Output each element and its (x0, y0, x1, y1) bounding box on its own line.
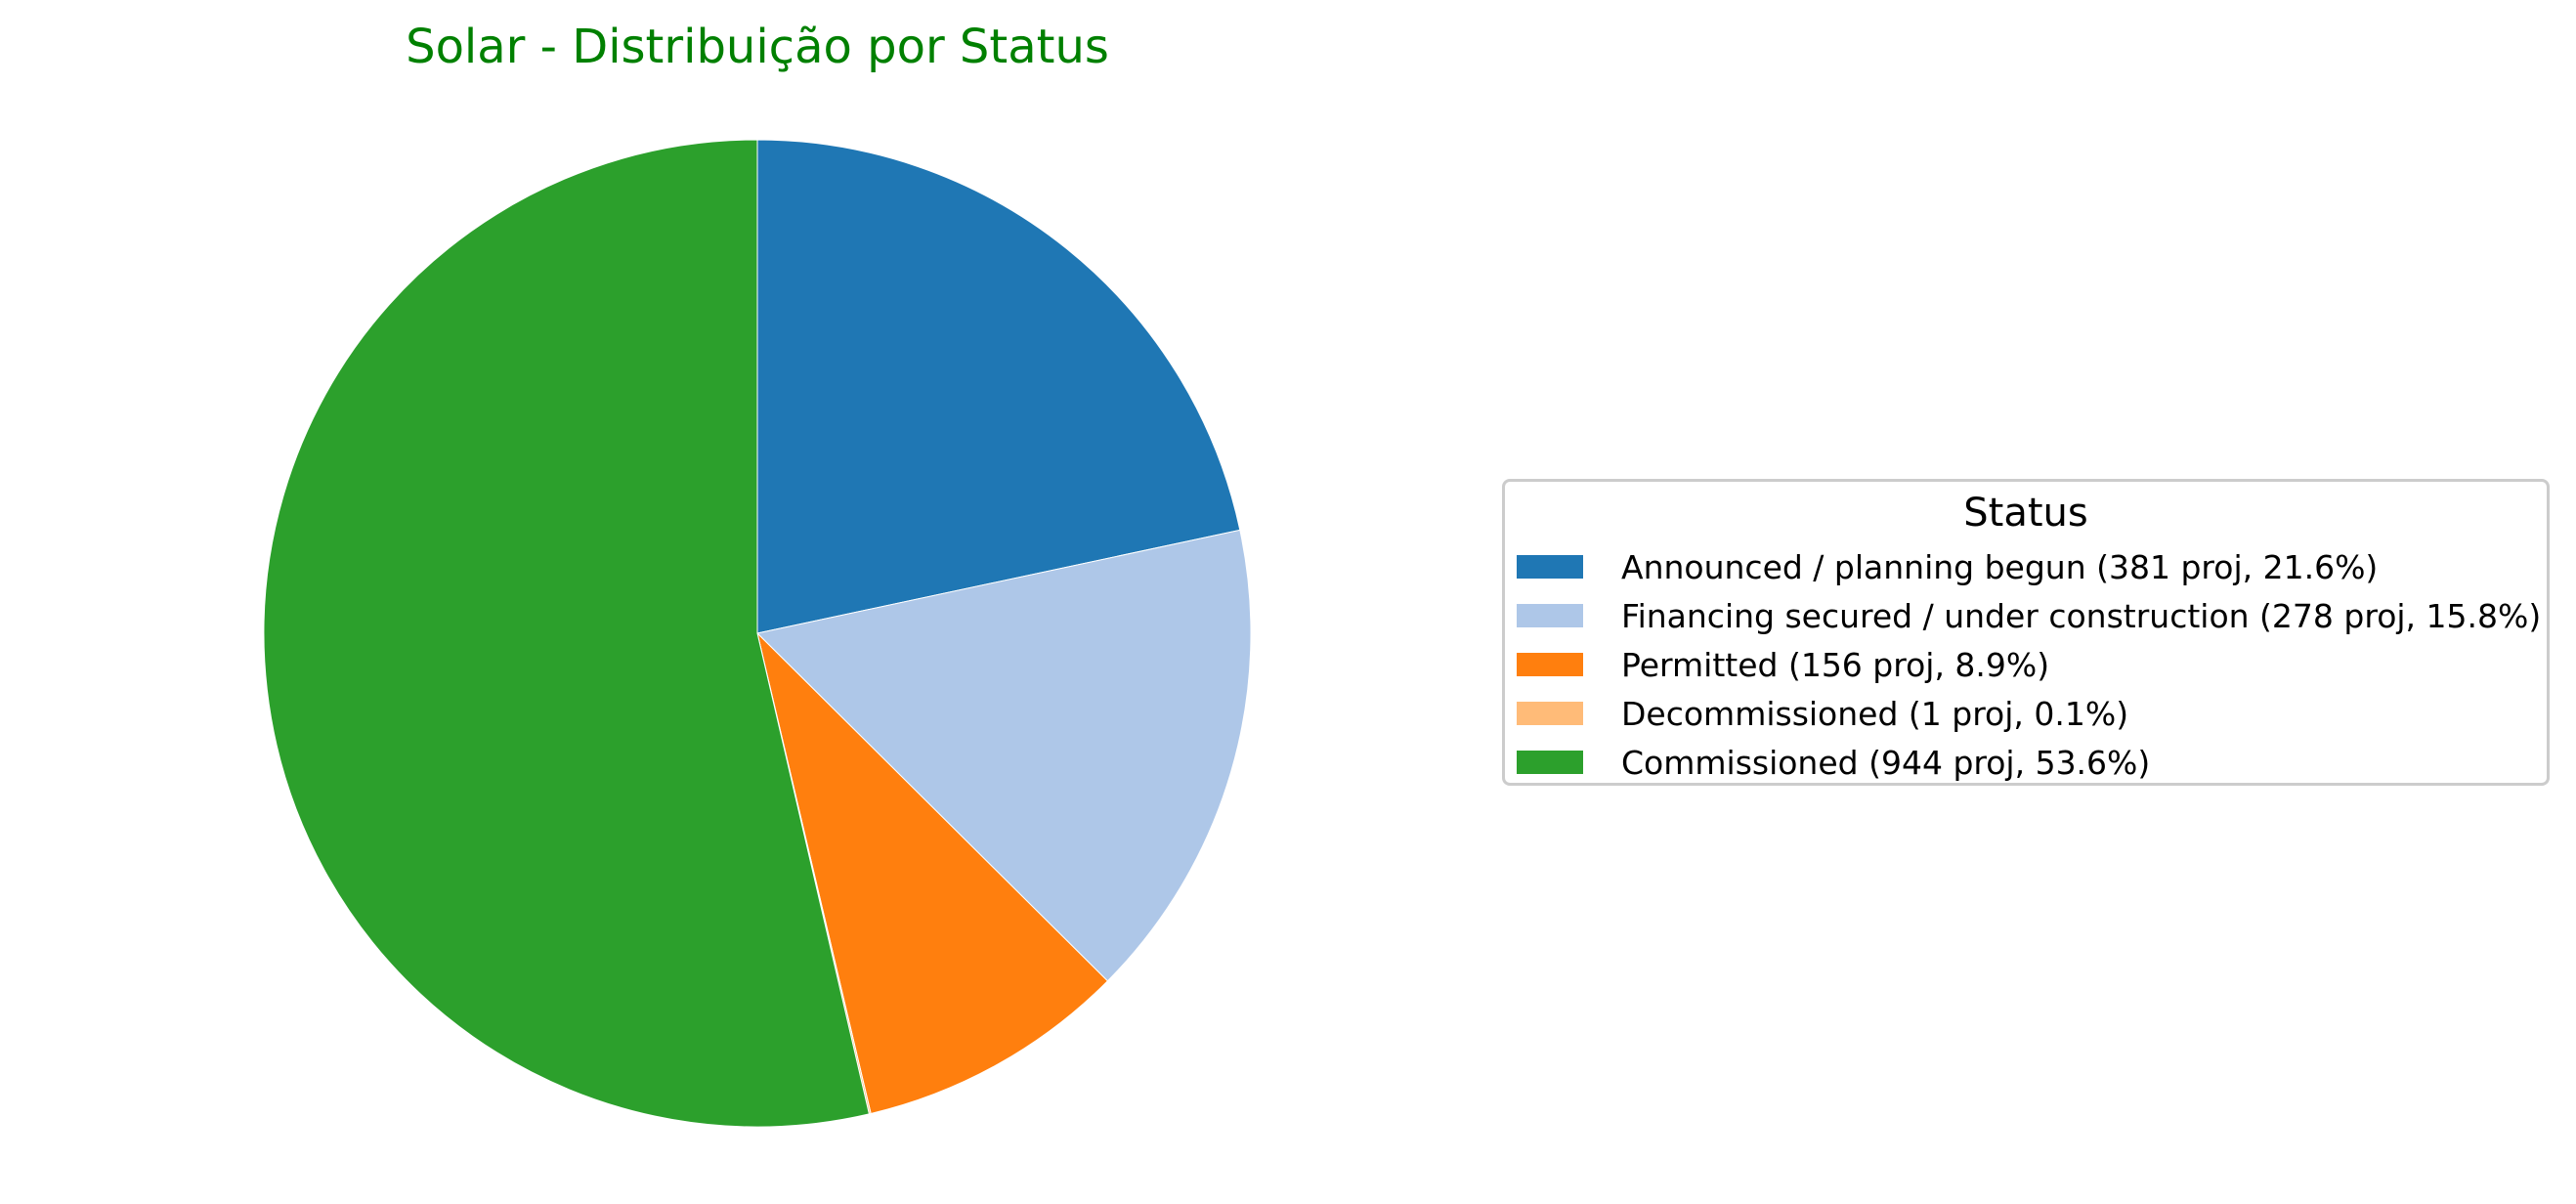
legend-item: Decommissioned (1 proj, 0.1%) (1517, 690, 2543, 739)
legend-label: Financing secured / under construction (… (1621, 597, 2542, 635)
chart-title: Solar - Distribuição por Status (406, 20, 1109, 74)
legend-swatch (1517, 555, 1583, 579)
legend-item: Permitted (156 proj, 8.9%) (1517, 641, 2543, 690)
pie-slice-permitted (756, 631, 1109, 1115)
pie-slice-announced-planning-begun (756, 139, 1241, 634)
legend-swatch (1517, 653, 1583, 676)
legend: Status Announced / planning begun (381 p… (1502, 479, 2550, 786)
pie-slices (263, 139, 1252, 1128)
legend-item: Commissioned (944 proj, 53.6%) (1517, 739, 2543, 788)
legend-label: Permitted (156 proj, 8.9%) (1621, 646, 2050, 684)
pie-chart (263, 139, 1252, 1128)
legend-label: Commissioned (944 proj, 53.6%) (1621, 744, 2151, 782)
legend-swatch (1517, 702, 1583, 725)
legend-label: Decommissioned (1 proj, 0.1%) (1621, 695, 2129, 733)
legend-item: Announced / planning begun (381 proj, 21… (1517, 543, 2543, 592)
pie-slice-financing-secured-under-construction (755, 529, 1252, 982)
legend-label: Announced / planning begun (381 proj, 21… (1621, 548, 2379, 586)
pie-slice-commissioned (263, 139, 870, 1128)
legend-item: Financing secured / under construction (… (1517, 592, 2543, 641)
legend-swatch (1517, 604, 1583, 627)
legend-swatch (1517, 751, 1583, 774)
legend-title: Status (1963, 491, 2088, 536)
